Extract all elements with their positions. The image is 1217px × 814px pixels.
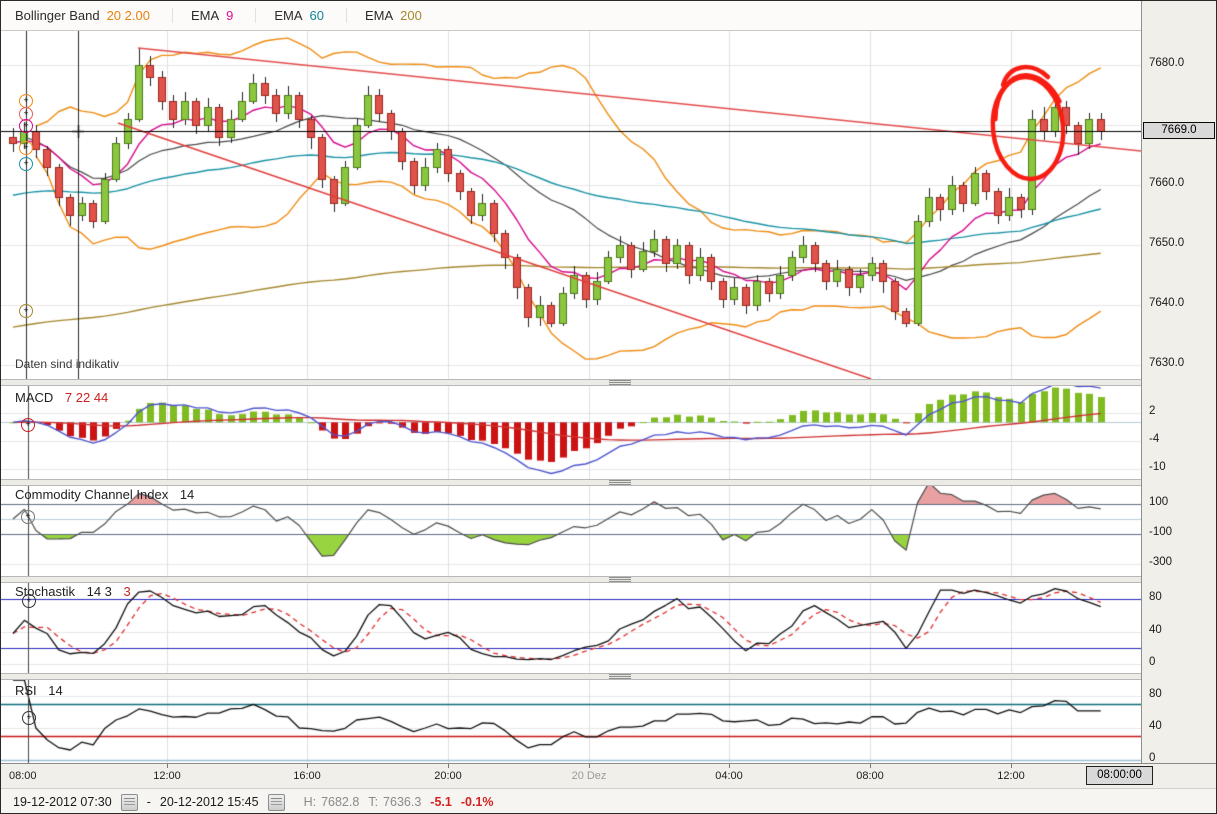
stochastic-panel-canvas[interactable]	[1, 583, 1141, 673]
time-axis[interactable]: 08:00 12:00 16:00 20:00 20 Dez 04:00 08:00 12:0…	[1, 763, 1216, 788]
price-axis-tick: 7680.0	[1149, 57, 1185, 69]
legend-ema9-param: 9	[226, 8, 234, 23]
panel-resize-handle-rsi[interactable]	[609, 674, 631, 679]
handle-bollinger-upper-band[interactable]: +	[19, 94, 33, 108]
time-axis-label: 16:00	[293, 770, 321, 782]
handle-ema200-line[interactable]: +	[19, 304, 33, 318]
price-axis-tick: 7640.0	[1149, 297, 1185, 309]
time-axis-tickmark	[729, 764, 730, 768]
date-range-separator: -	[146, 795, 151, 809]
cci-axis-tick: -300	[1149, 556, 1173, 568]
macd-panel-title: MACD 7 22 44	[15, 390, 109, 405]
time-axis-label: 12:00	[997, 770, 1025, 782]
date-range-end: 20-12-2012 15:45	[159, 795, 259, 809]
legend-ema200[interactable]: EMA 200	[345, 8, 444, 23]
indicator-legend: Bollinger Band 20 2.00 EMA 9 EMA 60 EMA …	[1, 1, 1141, 31]
panel-resize-handle-stochastic[interactable]	[609, 577, 631, 582]
price-axis-tick: 7630.0	[1149, 357, 1185, 369]
current-time-label: 08:00:00	[1086, 766, 1153, 785]
time-axis-label: 20:00	[434, 770, 462, 782]
legend-ema60-label: EMA	[274, 8, 303, 23]
legend-bollinger-params: 20 2.00	[106, 8, 150, 23]
indicative-data-note: Daten sind indikativ	[15, 357, 120, 371]
time-axis-tickmark	[167, 764, 168, 768]
macd-axis-tick: 2	[1149, 405, 1156, 417]
panel-divider	[1, 673, 1142, 680]
panel-resize-handle-macd[interactable]	[609, 380, 631, 385]
handle-stochastic-line[interactable]: +	[22, 594, 36, 608]
rsi-axis-tick: 0	[1149, 752, 1156, 764]
time-axis-tickmark	[1011, 764, 1012, 768]
time-axis-tickmark	[307, 764, 308, 768]
handle-ema9-line[interactable]: +	[19, 119, 33, 133]
time-axis-label: 12:00	[153, 770, 181, 782]
panel-divider	[1, 576, 1142, 583]
price-axis-tick: 7660.0	[1149, 177, 1185, 189]
change-absolute: -5.1	[430, 795, 452, 809]
handle-rsi-line[interactable]: +	[22, 711, 36, 725]
main-price-chart-canvas[interactable]	[1, 31, 1141, 379]
cci-panel-canvas[interactable]	[1, 486, 1141, 576]
low-value: 7636.3	[383, 795, 422, 809]
price-axis-tick: 7650.0	[1149, 237, 1185, 249]
high-value: 7682.8	[321, 795, 360, 809]
legend-ema9[interactable]: EMA 9	[171, 8, 255, 23]
cci-panel-title: Commodity Channel Index 14	[15, 487, 195, 502]
handle-macd-line[interactable]: +	[21, 418, 35, 432]
status-bar: 19-12-2012 07:30 - 20-12-2012 15:45 H: 7…	[1, 788, 1216, 813]
time-axis-label: 08:00	[856, 770, 884, 782]
low-label: T:	[368, 795, 379, 809]
price-axis-column[interactable]	[1141, 1, 1216, 763]
panel-divider	[1, 479, 1142, 486]
legend-ema60[interactable]: EMA 60	[255, 8, 346, 23]
rsi-panel-title: RSI 14	[15, 683, 63, 698]
legend-bollinger-label: Bollinger Band	[15, 8, 100, 23]
time-axis-tickmark	[870, 764, 871, 768]
time-axis-label: 20 Dez	[571, 770, 607, 782]
rsi-axis-tick: 80	[1149, 688, 1162, 700]
handle-ema60-line[interactable]: +	[19, 157, 33, 171]
calendar-icon[interactable]	[267, 793, 285, 811]
legend-ema60-param: 60	[309, 8, 324, 23]
handle-cci-line[interactable]: +	[21, 510, 35, 524]
macd-panel-canvas[interactable]	[1, 386, 1141, 479]
panel-resize-handle-cci[interactable]	[609, 480, 631, 485]
panel-divider	[1, 379, 1142, 386]
change-percent: -0.1%	[460, 795, 494, 809]
time-axis-label: 08:00	[9, 770, 37, 782]
macd-axis-tick: -4	[1149, 433, 1160, 445]
time-axis-label: 04:00	[715, 770, 743, 782]
stochastic-axis-tick: 0	[1149, 656, 1156, 668]
rsi-panel-canvas[interactable]	[1, 680, 1141, 763]
legend-ema200-label: EMA	[364, 8, 394, 23]
calendar-icon[interactable]	[120, 793, 138, 811]
current-price-label: 7669.0	[1143, 122, 1215, 139]
time-axis-tickmark	[589, 764, 590, 768]
stochastic-axis-tick: 80	[1149, 591, 1162, 603]
legend-bollinger-band[interactable]: Bollinger Band 20 2.00	[15, 8, 172, 23]
stochastic-axis-tick: 40	[1149, 623, 1162, 636]
legend-ema9-label: EMA	[190, 8, 220, 23]
rsi-axis-tick: 40	[1149, 720, 1162, 732]
macd-axis-tick: -10	[1149, 461, 1166, 473]
cci-axis-tick: 100	[1149, 496, 1169, 508]
cci-axis-tick: -100	[1149, 526, 1173, 538]
date-range-start: 19-12-2012 07:30	[13, 795, 112, 809]
legend-ema200-param: 200	[400, 8, 422, 23]
high-label: H:	[303, 795, 317, 809]
handle-bollinger-lower-band[interactable]: +	[19, 141, 33, 155]
time-axis-tickmark	[448, 764, 449, 768]
